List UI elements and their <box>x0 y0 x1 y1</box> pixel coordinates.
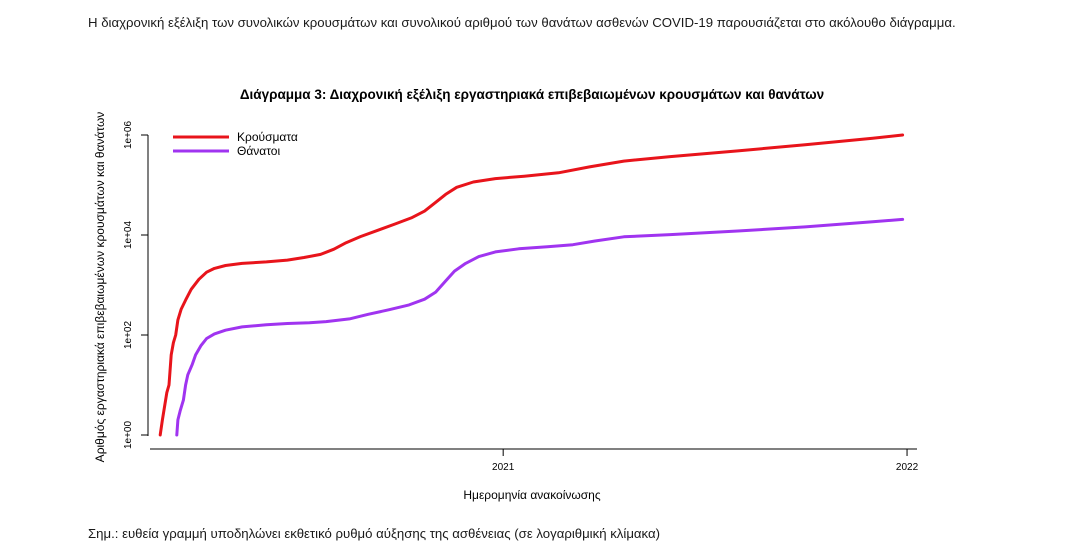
y-ticks: 1e+00 1e+02 1e+04 1e+06 <box>123 121 148 450</box>
y-tick-label: 1e+04 <box>123 221 134 250</box>
y-tick-label: 1e+00 <box>123 421 134 450</box>
chart-title: Διάγραμμα 3: Διαχρονική εξέλιξη εργαστηρ… <box>240 87 824 102</box>
y-axis-label: Αριθμός εργαστηριακά επιβεβαιωμένων κρου… <box>93 112 107 463</box>
y-tick-label: 1e+02 <box>123 321 134 350</box>
footnote: Σημ.: ευθεία γραμμή υποδηλώνει εκθετικό … <box>88 526 660 541</box>
intro-paragraph: Η διαχρονική εξέλιξη των συνολικών κρουσ… <box>88 15 956 30</box>
series-line-cases <box>158 133 905 437</box>
legend-label: Κρούσματα <box>237 130 298 144</box>
x-tick-label: 2021 <box>492 462 515 473</box>
x-tick-label: 2022 <box>896 462 919 473</box>
series-lines <box>158 133 905 437</box>
series-line-deaths <box>175 217 905 437</box>
x-ticks: 2021 2022 <box>492 449 919 473</box>
x-axis-label: Ημερομηνία ανακοίνωσης <box>463 488 600 502</box>
legend-label: Θάνατοι <box>237 144 280 158</box>
y-tick-label: 1e+06 <box>123 121 134 150</box>
